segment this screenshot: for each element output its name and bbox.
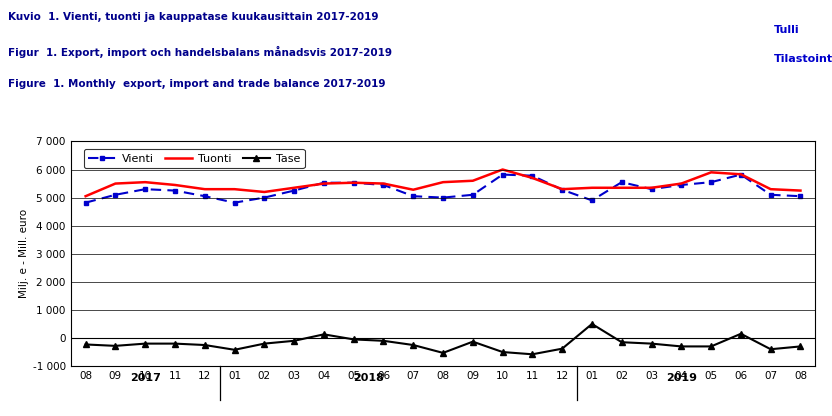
Text: Tulli: Tulli	[774, 25, 800, 35]
Text: Figur  1. Export, import och handelsbalans månadsvis 2017-2019: Figur 1. Export, import och handelsbalan…	[8, 46, 393, 58]
Text: Figure  1. Monthly  export, import and trade balance 2017-2019: Figure 1. Monthly export, import and tra…	[8, 79, 386, 89]
Text: 2019: 2019	[666, 373, 697, 383]
Text: 2017: 2017	[130, 373, 161, 383]
Text: Tilastointi: Tilastointi	[774, 54, 832, 64]
Text: Kuvio  1. Vienti, tuonti ja kauppatase kuukausittain 2017-2019: Kuvio 1. Vienti, tuonti ja kauppatase ku…	[8, 12, 379, 22]
Y-axis label: Milj. e - Mill. euro: Milj. e - Mill. euro	[18, 209, 28, 298]
Legend: Vienti, Tuonti, Tase: Vienti, Tuonti, Tase	[84, 149, 305, 168]
Text: 2018: 2018	[353, 373, 384, 383]
